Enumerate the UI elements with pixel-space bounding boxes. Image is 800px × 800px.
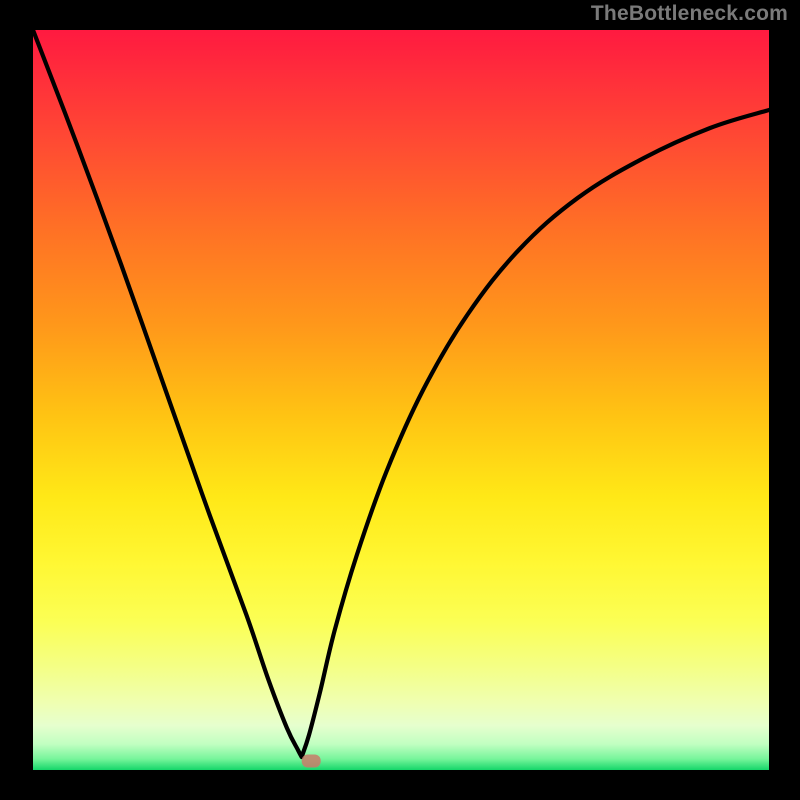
plot-background: [33, 30, 769, 770]
chart-container: { "watermark": { "text": "TheBottleneck.…: [0, 0, 800, 800]
optimum-marker: [302, 755, 321, 768]
watermark-label: TheBottleneck.com: [591, 2, 788, 26]
bottleneck-chart: [0, 0, 800, 800]
